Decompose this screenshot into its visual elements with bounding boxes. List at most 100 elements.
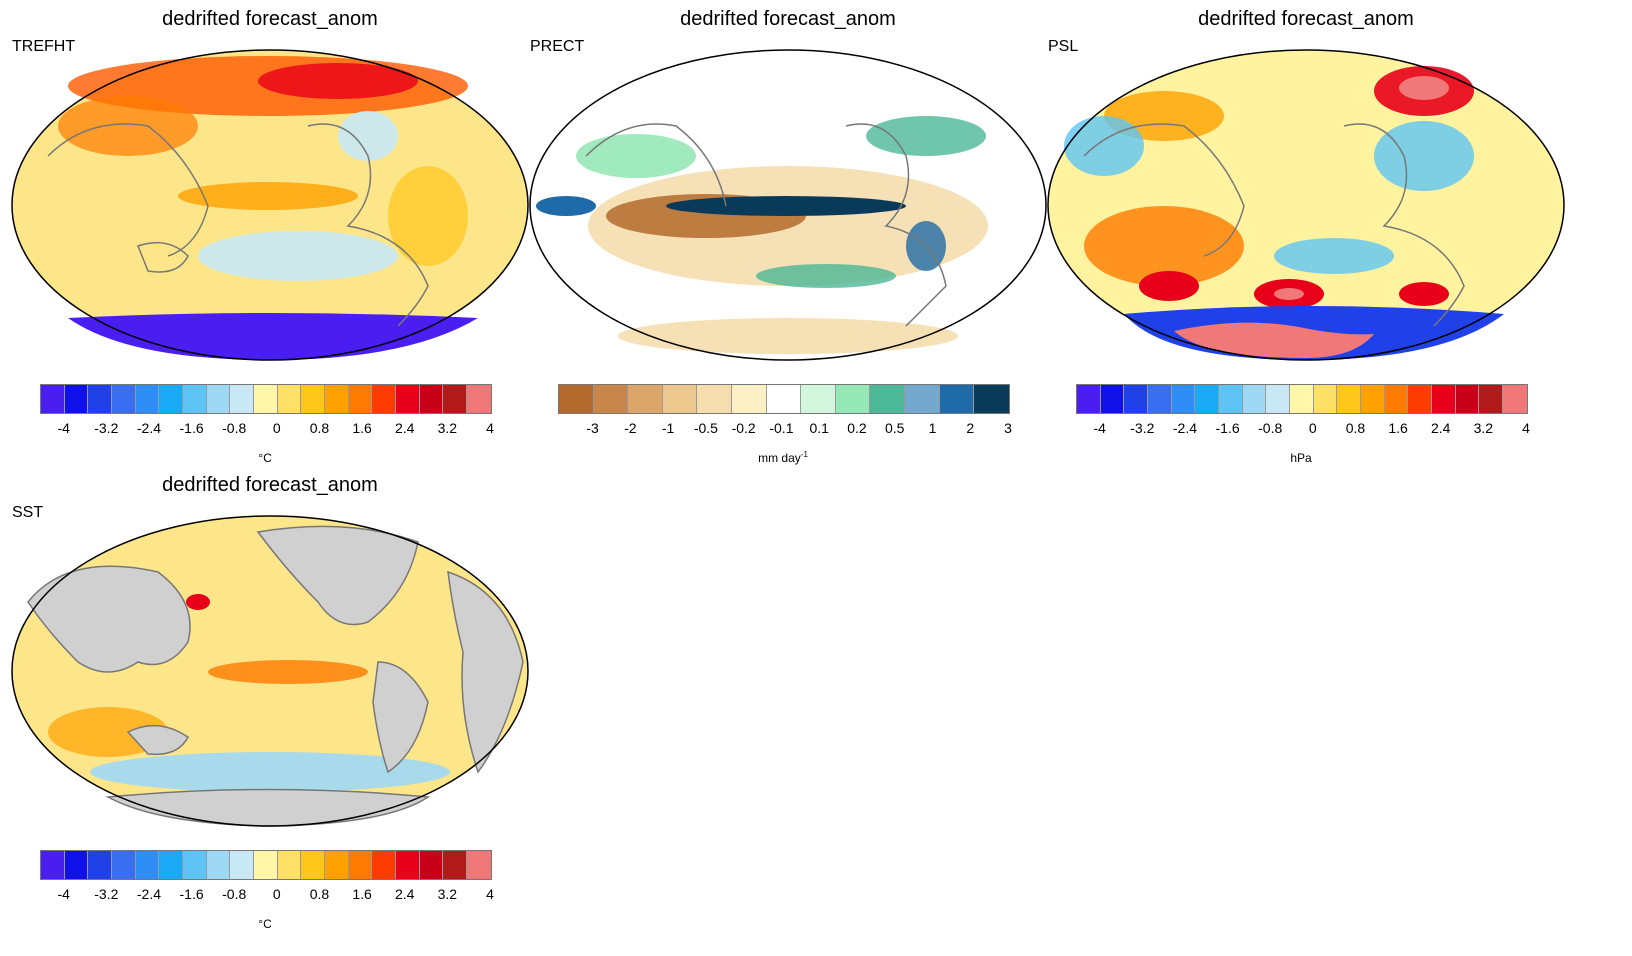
colorbar-swatch bbox=[301, 851, 326, 879]
colorbar-tick-label: 0.5 bbox=[884, 420, 905, 436]
colorbar-swatch bbox=[835, 385, 871, 413]
colorbar-tick-label: -2.4 bbox=[136, 886, 161, 902]
colorbar-swatch bbox=[230, 385, 255, 413]
antarctic-high bbox=[1174, 322, 1374, 358]
colorbar-swatch bbox=[1408, 385, 1433, 413]
colorbar-swatch bbox=[183, 851, 207, 879]
colorbar-tick-label: 2 bbox=[966, 420, 975, 436]
colorbar-swatch bbox=[974, 385, 1009, 413]
colorbar-swatch bbox=[372, 851, 397, 879]
unit-exponent: -1 bbox=[800, 450, 808, 459]
colorbar-swatch bbox=[593, 385, 629, 413]
colorbar-ticks: -4 -3.2 -2.4 -1.6 -0.8 0 0.8 1.6 2.4 3.2 4 bbox=[1076, 420, 1529, 438]
colorbar-swatch bbox=[1479, 385, 1504, 413]
panel-title: dedrifted forecast_anom bbox=[162, 8, 378, 30]
colorbar-unit: mm day-1 bbox=[558, 450, 1008, 465]
colorbar-swatch bbox=[64, 851, 89, 879]
colorbar-swatch bbox=[801, 385, 836, 413]
colorbar-swatch bbox=[467, 851, 491, 879]
unit-label: °C bbox=[258, 917, 272, 931]
colorbar-swatch bbox=[1503, 385, 1527, 413]
unit-label: °C bbox=[258, 451, 272, 465]
colorbar-swatch bbox=[1384, 385, 1409, 413]
colorbar-swatch bbox=[443, 385, 468, 413]
colorbar-tick-label: 4 bbox=[486, 420, 494, 436]
colorbar-swatch bbox=[64, 385, 89, 413]
colorbar-swatch bbox=[325, 385, 349, 413]
colorbar-tick-label: 0.2 bbox=[847, 420, 867, 436]
colorbar bbox=[40, 384, 492, 414]
colorbar-swatch bbox=[277, 851, 302, 879]
colorbar-swatch bbox=[766, 385, 802, 413]
colorbar-swatch bbox=[88, 851, 113, 879]
colorbar-tick-label: -0.5 bbox=[693, 420, 718, 436]
colorbar bbox=[1076, 384, 1528, 414]
colorbar-swatch bbox=[1266, 385, 1291, 413]
colorbar-tick-label: 3.2 bbox=[437, 886, 458, 902]
colorbar-swatch bbox=[277, 385, 302, 413]
colorbar-tick-label: 3 bbox=[1004, 420, 1012, 436]
colorbar-swatch bbox=[443, 851, 468, 879]
colorbar-swatch bbox=[1100, 385, 1125, 413]
colorbar-ticks: -4 -3.2 -2.4 -1.6 -0.8 0 0.8 1.6 2.4 3.2 4 bbox=[40, 886, 493, 904]
colorbar-swatch bbox=[1455, 385, 1480, 413]
colorbar-tick-label: 0 bbox=[272, 886, 281, 902]
colorbar-tick-label: -2.4 bbox=[1172, 420, 1197, 436]
colorbar-tick-label: -0.8 bbox=[222, 420, 247, 436]
colorbar-tick-label: -2 bbox=[624, 420, 637, 436]
colorbar-tick-label: -3.2 bbox=[94, 886, 119, 902]
colorbar-tick-label: -3.2 bbox=[1130, 420, 1155, 436]
colorbar-tick-label: 2.4 bbox=[1431, 420, 1451, 436]
colorbar-swatch bbox=[348, 851, 373, 879]
coastlines bbox=[1083, 123, 1465, 327]
colorbar-tick-label: 4 bbox=[486, 886, 494, 902]
colorbar-tick-label: 2.4 bbox=[395, 420, 415, 436]
colorbar-swatch bbox=[419, 851, 444, 879]
colorbar-swatch bbox=[112, 385, 136, 413]
colorbar-swatch bbox=[1124, 385, 1149, 413]
colorbar-ticks: -3 -2 -1 -0.5 -0.2 -0.1 0.1 0.2 0.5 1 2 3 bbox=[558, 420, 1012, 438]
colorbar-swatch bbox=[254, 851, 278, 879]
colorbar-tick-label: 3.2 bbox=[437, 420, 458, 436]
colorbar-unit: °C bbox=[40, 916, 490, 931]
colorbar-swatch bbox=[88, 385, 113, 413]
panel-prect: dedrifted forecast_anom PRECT -3 -2 -1 -0.5… bbox=[518, 0, 1058, 470]
colorbar-tick-label: 1.6 bbox=[1388, 420, 1408, 436]
colorbar-swatch bbox=[905, 385, 940, 413]
colorbar-tick-label: -0.2 bbox=[731, 420, 756, 436]
panel-title: dedrifted forecast_anom bbox=[680, 8, 896, 30]
colorbar-tick-label: -0.1 bbox=[769, 420, 794, 436]
colorbar-swatch bbox=[325, 851, 349, 879]
colorbar-swatch bbox=[559, 385, 594, 413]
colorbar-swatch bbox=[1077, 385, 1101, 413]
colorbar-swatch bbox=[1313, 385, 1338, 413]
map-psl bbox=[1047, 49, 1565, 361]
colorbar-tick-label: 4 bbox=[1522, 420, 1530, 436]
colorbar-swatch bbox=[372, 385, 397, 413]
variable-label: PRECT bbox=[530, 38, 585, 55]
colorbar-swatch bbox=[732, 385, 767, 413]
colorbar-tick-label: -3.2 bbox=[94, 420, 119, 436]
colorbar-tick-label: 0.8 bbox=[309, 886, 330, 902]
anomaly-patches bbox=[536, 116, 988, 354]
panel-title: dedrifted forecast_anom bbox=[162, 474, 378, 496]
land-masks bbox=[27, 525, 524, 827]
colorbar bbox=[40, 850, 492, 880]
colorbar-tick-label: 0.8 bbox=[309, 420, 330, 436]
anomaly-patches bbox=[1064, 66, 1474, 309]
colorbar-swatch bbox=[206, 851, 231, 879]
colorbar-swatch bbox=[206, 385, 231, 413]
colorbar-swatch bbox=[41, 851, 65, 879]
unit-label: hPa bbox=[1290, 451, 1312, 465]
colorbar-tick-label: -0.8 bbox=[222, 886, 247, 902]
map-sst bbox=[11, 515, 529, 827]
map-border bbox=[11, 515, 529, 827]
colorbar-swatch bbox=[1171, 385, 1196, 413]
colorbar-tick-label: -2.4 bbox=[136, 420, 161, 436]
colorbar-swatch bbox=[348, 385, 373, 413]
colorbar-swatch bbox=[1337, 385, 1362, 413]
colorbar-tick-label: 2.4 bbox=[395, 886, 415, 902]
variable-label: SST bbox=[12, 504, 44, 521]
colorbar-tick-label: -3 bbox=[586, 420, 599, 436]
colorbar-tick-label: 1 bbox=[928, 420, 937, 436]
